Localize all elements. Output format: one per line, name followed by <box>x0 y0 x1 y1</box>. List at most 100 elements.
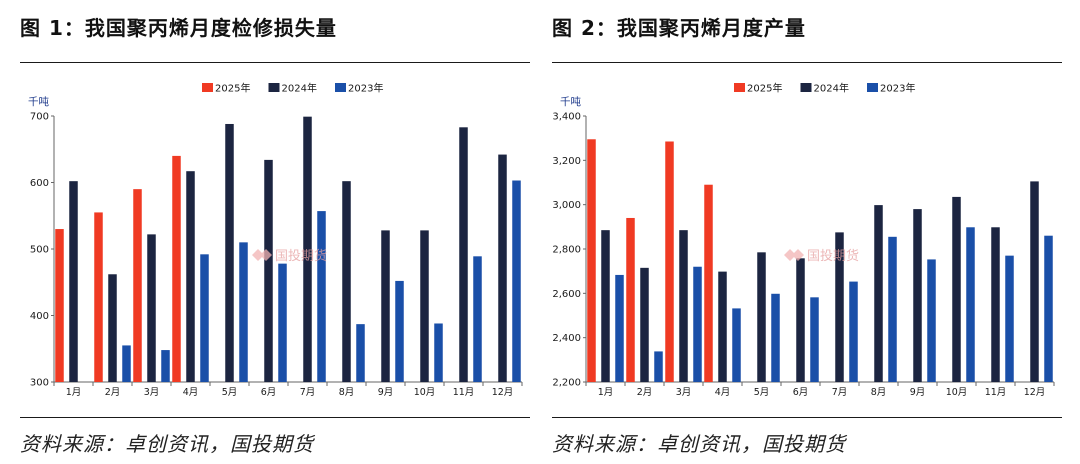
bar-2024-1m <box>69 181 78 382</box>
y-tick-label: 2,400 <box>552 333 581 344</box>
x-tick-label: 11月 <box>985 387 1007 398</box>
x-tick-label: 3月 <box>144 387 160 398</box>
legend-label: 2025年 <box>215 82 250 95</box>
bar-2025-3m <box>133 189 142 382</box>
top-divider <box>20 62 530 63</box>
x-tick-label: 4月 <box>183 387 199 398</box>
bar-2024-11m <box>991 227 1000 382</box>
bar-2024-4m <box>718 271 727 382</box>
bar-2023-11m <box>1005 255 1014 382</box>
bar-2024-2m <box>640 267 649 382</box>
y-tick-label: 3,400 <box>552 112 581 123</box>
bar-2024-12m <box>498 154 507 382</box>
y-tick-label: 2,200 <box>552 378 581 389</box>
watermark-text: 国投期货 <box>807 248 859 264</box>
x-tick-label: 2月 <box>637 387 653 398</box>
x-tick-label: 6月 <box>793 387 809 398</box>
chart-legend: 2025年 2024年 2023年 <box>734 82 915 95</box>
watermark-text: 国投期货 <box>275 248 327 264</box>
bar-2023-9m <box>395 280 404 382</box>
legend-label: 2024年 <box>814 82 849 95</box>
y-tick-label: 3,000 <box>552 200 581 211</box>
bar-2025-4m <box>704 184 713 382</box>
bar-2024-5m <box>225 123 234 383</box>
bar-2023-6m <box>810 297 819 382</box>
bar-2025-2m <box>626 217 635 382</box>
x-tick-label: 9月 <box>910 387 926 398</box>
x-tick-label: 5月 <box>754 387 770 398</box>
bar-2024-4m <box>186 171 195 382</box>
diamond-logo-icon <box>784 249 804 261</box>
figure-1: 图 1：我国聚丙烯月度检修损失量 2025年 2024年 2023年 千吨 300 400… <box>20 0 530 464</box>
source-note: 资料来源：卓创资讯，国投期货 <box>20 432 314 456</box>
x-tick-label: 7月 <box>832 387 848 398</box>
legend-label: 2024年 <box>282 82 317 95</box>
source-note: 资料来源：卓创资讯，国投期货 <box>552 432 846 456</box>
x-tick-label: 12月 <box>1024 387 1046 398</box>
y-tick-label: 2,600 <box>552 289 581 300</box>
bar-2023-2m <box>122 345 131 382</box>
diamond-logo-icon <box>252 249 272 261</box>
bar-2023-4m <box>200 254 209 382</box>
bar-2025-2m <box>94 212 103 382</box>
bar-2024-6m <box>264 159 273 382</box>
bar-2023-7m <box>317 211 326 382</box>
legend-label: 2023年 <box>880 82 915 95</box>
x-tick-label: 6月 <box>261 387 277 398</box>
bar-2023-12m <box>1044 235 1053 382</box>
figure-title: 图 1：我国聚丙烯月度检修损失量 <box>20 16 337 40</box>
bar-2025-1m <box>587 139 596 382</box>
bar-2023-1m <box>615 274 624 382</box>
bar-2023-11m <box>473 256 482 382</box>
bar-2024-5m <box>757 252 766 382</box>
bar-2024-1m <box>601 230 610 382</box>
bar-2023-6m <box>278 263 287 382</box>
legend-swatch-1 <box>734 83 745 92</box>
legend-swatch-1 <box>202 83 213 92</box>
x-tick-label: 10月 <box>414 387 436 398</box>
bar-2023-10m <box>434 323 443 382</box>
y-axis-unit: 千吨 <box>560 95 581 108</box>
bar-2024-7m <box>303 116 312 382</box>
x-tick-label: 1月 <box>598 387 614 398</box>
bottom-divider <box>20 417 530 418</box>
x-tick-label: 1月 <box>66 387 82 398</box>
x-tick-label: 8月 <box>339 387 355 398</box>
y-axis-unit: 千吨 <box>28 95 49 108</box>
watermark: 国投期货 <box>784 248 859 264</box>
bar-2024-10m <box>952 196 961 382</box>
legend-swatch-3 <box>867 83 878 92</box>
bar-2023-12m <box>512 180 521 382</box>
y-tick-label: 300 <box>30 378 49 389</box>
bar-2025-3m <box>665 141 674 382</box>
bar-2023-9m <box>927 259 936 382</box>
legend-label: 2023年 <box>348 82 383 95</box>
y-tick-label: 3,200 <box>552 156 581 167</box>
bar-2024-9m <box>913 209 922 382</box>
bar-2023-5m <box>239 242 248 382</box>
bar-2024-11m <box>459 127 468 383</box>
bar-2024-10m <box>420 230 429 382</box>
bar-2023-3m <box>693 266 702 382</box>
bar-2025-4m <box>172 155 181 382</box>
x-tick-label: 8月 <box>871 387 887 398</box>
figure-title: 图 2：我国聚丙烯月度产量 <box>552 16 806 40</box>
bar-2025-1m <box>55 229 64 382</box>
y-tick-label: 2,800 <box>552 245 581 256</box>
bar-2023-7m <box>849 281 858 382</box>
bar-2024-9m <box>381 230 390 382</box>
legend-swatch-2 <box>800 83 812 92</box>
y-tick-label: 500 <box>30 245 49 256</box>
y-tick-label: 600 <box>30 178 49 189</box>
x-tick-label: 12月 <box>492 387 514 398</box>
x-tick-label: 11月 <box>453 387 475 398</box>
bar-2023-2m <box>654 351 663 382</box>
x-tick-label: 9月 <box>378 387 394 398</box>
bar-2024-3m <box>147 234 156 382</box>
bar-2024-8m <box>874 205 883 382</box>
legend-swatch-2 <box>268 83 280 92</box>
bar-2023-5m <box>771 293 780 382</box>
bar-2023-8m <box>888 236 897 382</box>
